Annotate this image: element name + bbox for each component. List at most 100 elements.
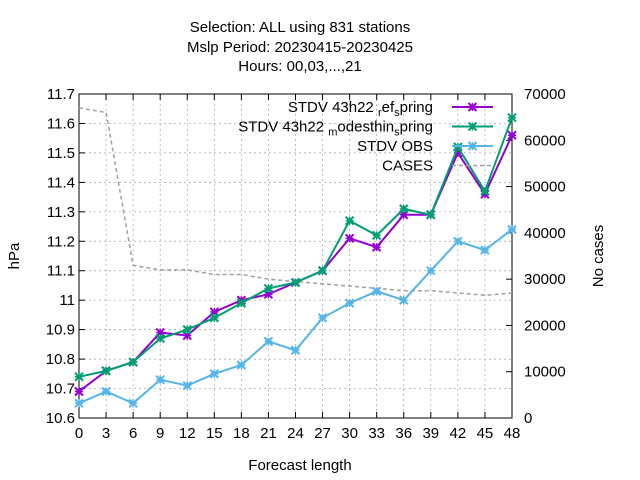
x-tick-label: 18 [233,425,250,442]
legend-marker [467,121,478,132]
y2-tick-label: 10000 [524,364,566,381]
y-tick-label: 10.7 [46,381,75,398]
x-tick-label: 15 [206,425,223,442]
y2-tick-label: 40000 [524,225,566,242]
x-tick-label: 3 [102,425,110,442]
data-point [128,398,138,408]
y-tick-label: 11.3 [47,204,75,221]
legend-marker [467,102,478,112]
y2-tick-label: 0 [524,410,532,427]
data-point [507,224,517,235]
x-tick-label: 12 [179,425,196,442]
data-point [344,215,355,226]
series-stdv-obs [74,224,517,408]
data-point [101,386,111,397]
data-point [182,380,192,391]
y-axis-label: hPa [6,242,23,269]
data-point [399,295,409,305]
x-tick-label: 9 [156,425,164,442]
y-tick-label: 11.7 [47,86,75,103]
series-layer [74,107,517,408]
legend-marker [467,141,478,151]
data-point [209,313,220,323]
y-tick-label: 11.2 [47,233,75,250]
x-tick-label: 36 [395,425,412,442]
legend-label: STDV OBS [357,138,433,155]
data-point [290,277,301,288]
chart-title-line-1: Selection: ALL using 831 stations [190,19,410,36]
data-point [344,298,355,308]
data-point [426,210,436,220]
series-line [78,117,513,378]
data-point [371,230,382,241]
legend-item-stdv-obs: STDV OBS [357,138,493,155]
data-point [101,366,111,376]
data-point [155,375,165,385]
chart-title-line-3: Hours: 00,03,...,21 [238,58,361,75]
data-point [453,142,463,152]
data-point [74,372,84,382]
x-tick-label: 21 [260,425,277,442]
y-tick-label: 10.9 [46,322,75,339]
x-axis-label: Forecast length [248,457,351,474]
titles: Selection: ALL using 831 stations Mslp P… [6,19,607,474]
data-point [182,324,192,335]
x-tick-label: 0 [75,425,83,442]
y-tick-label: 11 [59,292,75,309]
y2-tick-label: 20000 [524,317,566,334]
plot-border [78,93,513,419]
series-line [78,107,513,297]
x-tick-label: 24 [287,425,304,442]
y-tick-label: 11.5 [47,145,75,162]
data-point [128,357,138,367]
data-point [74,398,84,408]
x-tick-label: 39 [422,425,439,442]
data-point [155,333,165,344]
chart-title-line-2: Mslp Period: 20230415-20230425 [187,39,413,56]
data-point [453,236,463,246]
data-point [263,336,274,347]
y-tick-label: 11.1 [47,263,75,280]
legend-item-cases: CASES [382,158,493,175]
grid [79,94,512,418]
data-point [317,266,328,276]
x-tick-label: 45 [477,425,494,442]
data-point [399,204,409,214]
series-cases [78,107,513,297]
legend-item-stdv-43h22-ref-spring: STDV 43h22 refspring [288,99,493,119]
data-point [263,283,274,294]
y-tick-label: 10.6 [46,410,75,427]
legend-item-stdv-43h22-modesthin-spring: STDV 43h22 modesthinspring [238,119,493,139]
plot-frame [78,93,513,419]
data-point [371,242,382,252]
y2-tick-label: 30000 [524,271,566,288]
data-point [480,245,490,255]
data-point [344,233,355,244]
x-tick-label: 30 [341,425,358,442]
data-point [209,369,220,379]
series-stdv-43h22-modesthin-spring [74,112,517,382]
legend-label: CASES [382,158,433,175]
y-tick-label: 11.6 [47,115,75,132]
data-point [371,286,382,297]
x-tick-label: 27 [314,425,331,442]
y2-tick-label: 70000 [524,86,566,103]
legend-label: STDV 43h22 refspring [288,99,433,119]
x-tick-label: 48 [504,425,521,442]
y-tick-label: 10.8 [46,351,75,368]
y-tick-label: 11.4 [47,174,75,191]
data-point [236,360,247,370]
x-tick-label: 33 [368,425,385,442]
x-tick-label: 42 [450,425,467,442]
data-point [507,130,517,140]
tick-labels: 0 3 6 9 12 15 18 21 24 27 30 33 36 39 42 45 4810.610.710… [46,86,566,442]
data-point [480,186,490,196]
data-point [236,298,247,308]
data-point [317,313,328,323]
data-point [290,345,301,355]
y2-tick-label: 60000 [524,132,566,149]
x-tick-label: 6 [129,425,137,442]
data-point [74,386,84,397]
